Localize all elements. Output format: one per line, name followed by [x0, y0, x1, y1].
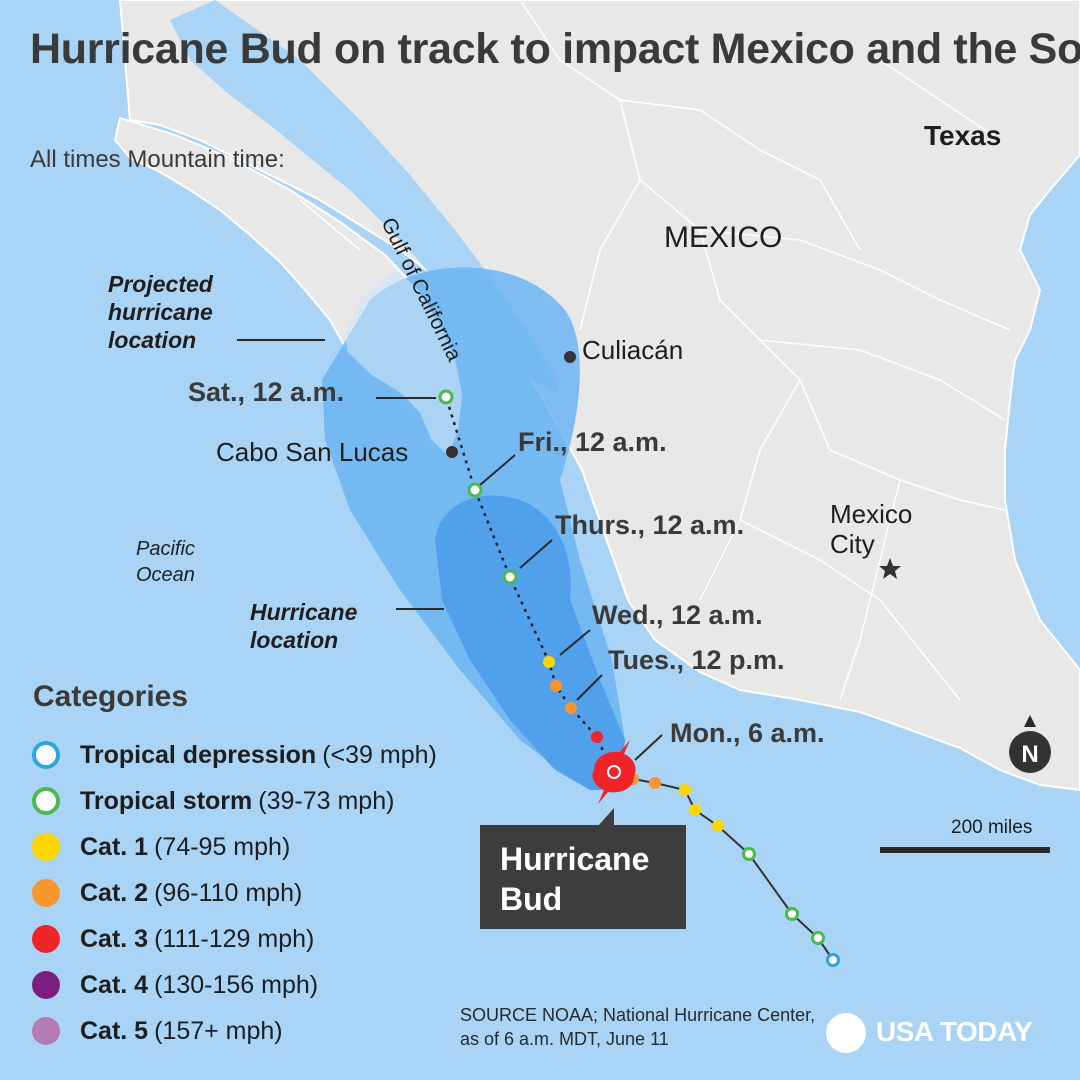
legend-swatch — [32, 879, 60, 907]
ocean-label: Pacific Ocean — [136, 538, 195, 586]
legend-range: (157+ mph) — [154, 1016, 283, 1045]
point-past-cat1 — [712, 820, 724, 832]
track-label-mon: Mon., 6 a.m. — [670, 718, 825, 748]
legend-swatch — [32, 925, 60, 953]
track-label-wed: Wed., 12 a.m. — [592, 600, 763, 630]
legend-item: Cat. 5 (157+ mph) — [32, 1008, 437, 1054]
hurricane-callout: Hurricane Bud — [480, 825, 686, 929]
legend-item: Tropical depression (<39 mph) — [32, 732, 437, 778]
point-past-cat2 — [649, 777, 661, 789]
legend-swatch — [32, 1017, 60, 1045]
point-fcst-storm — [438, 389, 454, 405]
point-past-cat1 — [689, 804, 701, 816]
point-fcst-storm — [467, 482, 483, 498]
state-borders — [299, 0, 1011, 701]
source-note: SOURCE NOAA; National Hurricane Center, … — [460, 1005, 816, 1049]
legend-swatch — [32, 971, 60, 999]
cabo-label: Cabo San Lucas — [216, 437, 409, 467]
point-past-storm — [785, 907, 799, 921]
legend: Tropical depression (<39 mph) Tropical st… — [32, 732, 437, 1054]
point-fcst-cat2 — [565, 702, 577, 714]
track-label-tues: Tues., 12 p.m. — [608, 645, 785, 675]
legend-swatch — [32, 833, 60, 861]
legend-item: Tropical storm (39-73 mph) — [32, 778, 437, 824]
legend-item: Cat. 4 (130-156 mph) — [32, 962, 437, 1008]
culiacan-dot — [564, 351, 576, 363]
legend-item: Cat. 1 (74-95 mph) — [32, 824, 437, 870]
legend-name: Cat. 1 — [80, 832, 149, 861]
cabo-dot — [446, 446, 458, 458]
legend-item: Cat. 3 (111-129 mph) — [32, 916, 437, 962]
texas-label: Texas — [924, 120, 1002, 151]
legend-range: (130-156 mph) — [154, 970, 319, 999]
projected-zone-label: Projected hurricane location — [108, 271, 213, 353]
legend-name: Cat. 2 — [80, 878, 149, 907]
track-label-thurs: Thurs., 12 a.m. — [555, 510, 745, 540]
usa-today-logo-icon — [826, 1013, 866, 1053]
legend-range: (96-110 mph) — [154, 878, 303, 907]
track-points — [438, 389, 840, 967]
scale-bar — [880, 847, 1050, 853]
north-letter: N — [1021, 741, 1038, 768]
point-fcst-cat3 — [591, 731, 603, 743]
legend-name: Tropical storm — [80, 786, 253, 815]
legend-name: Cat. 3 — [80, 924, 149, 953]
point-past-cat1 — [679, 784, 691, 796]
legend-range: (<39 mph) — [322, 740, 437, 769]
point-past-depression — [826, 953, 840, 967]
mexico-label: MEXICO — [664, 221, 783, 254]
legend-name: Cat. 4 — [80, 970, 149, 999]
scale-label: 200 miles — [951, 817, 1033, 838]
legend-item: Cat. 2 (96-110 mph) — [32, 870, 437, 916]
mexico-city-label-1: Mexico — [830, 499, 913, 529]
track-label-sat: Sat., 12 a.m. — [188, 377, 345, 407]
north-arrow — [1009, 715, 1051, 773]
pointer-lines — [237, 339, 663, 761]
mexico-city-star — [879, 558, 901, 579]
map-subtitle: All times Mountain time: — [30, 146, 285, 173]
track-label-fri: Fri., 12 a.m. — [518, 427, 667, 457]
legend-swatch — [32, 741, 60, 769]
hurricane-zone-label: Hurricane location — [250, 599, 358, 653]
culiacan-label: Culiacán — [582, 335, 684, 365]
legend-range: (74-95 mph) — [154, 832, 291, 861]
mexico-city-label-2: City — [830, 529, 875, 559]
brand-name: USA TODAY — [876, 1016, 1033, 1047]
legend-title: Categories — [33, 680, 189, 713]
point-fcst-cat1 — [543, 656, 555, 668]
map-title: Hurricane Bud on track to impact Mexico … — [30, 25, 1080, 73]
legend-range: (39-73 mph) — [258, 786, 395, 815]
legend-name: Cat. 5 — [80, 1016, 149, 1045]
legend-name: Tropical depression — [80, 740, 317, 769]
track-past — [611, 771, 834, 961]
legend-swatch — [32, 787, 60, 815]
hurricane-icon — [592, 740, 636, 804]
point-past-storm — [811, 931, 825, 945]
point-past-storm — [742, 847, 756, 861]
point-fcst-storm — [502, 569, 518, 585]
legend-range: (111-129 mph) — [154, 924, 315, 953]
point-fcst-cat2 — [550, 680, 562, 692]
